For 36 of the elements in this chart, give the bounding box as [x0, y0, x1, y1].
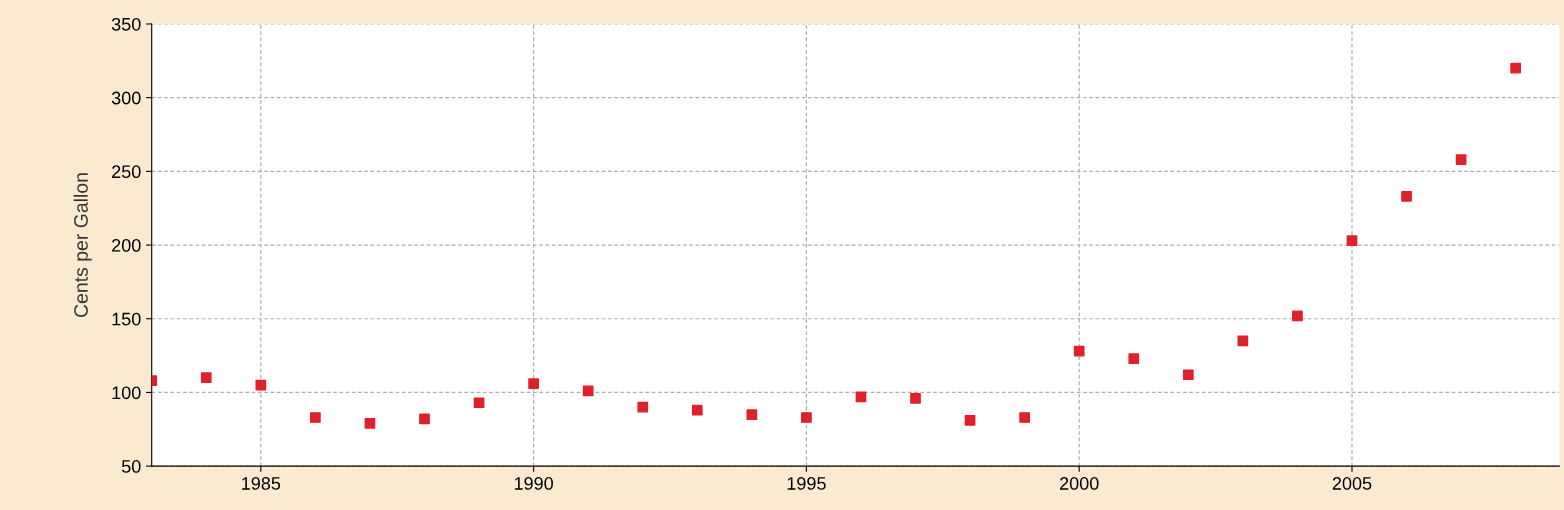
point — [801, 412, 812, 423]
point — [200, 372, 212, 384]
x-tick-label: 2000 — [1060, 477, 1099, 490]
point — [1346, 235, 1358, 246]
x-tick-label: 1985 — [242, 477, 281, 490]
y-tick-label: 200 — [112, 238, 141, 252]
y-tick-label: 100 — [112, 386, 141, 400]
point — [1182, 369, 1194, 381]
point — [691, 404, 703, 416]
point — [255, 379, 267, 391]
point — [637, 401, 649, 413]
point — [964, 415, 976, 426]
point — [1073, 345, 1085, 357]
point — [1455, 154, 1467, 165]
x-tick-label: 1995 — [787, 477, 826, 490]
point — [910, 392, 921, 404]
y-axis-title: Cents per Gallon — [73, 173, 92, 318]
y-tick-label: 50 — [121, 460, 141, 473]
y-tick-label: 150 — [112, 312, 141, 326]
y-tick-label: 250 — [112, 165, 141, 179]
point — [473, 397, 485, 409]
point — [310, 412, 321, 423]
x-tick-label: 1990 — [514, 477, 553, 490]
point — [1019, 412, 1030, 423]
point — [1128, 353, 1140, 364]
y-tick-label: 300 — [111, 91, 141, 105]
point — [1510, 62, 1522, 74]
point — [1292, 310, 1303, 322]
point — [528, 378, 539, 389]
y-tick-label: 350 — [111, 17, 141, 31]
point — [582, 385, 594, 397]
point — [746, 409, 758, 420]
x-tick-label: 2005 — [1332, 477, 1372, 490]
point — [419, 413, 430, 425]
point — [364, 418, 376, 429]
point — [1401, 191, 1412, 202]
